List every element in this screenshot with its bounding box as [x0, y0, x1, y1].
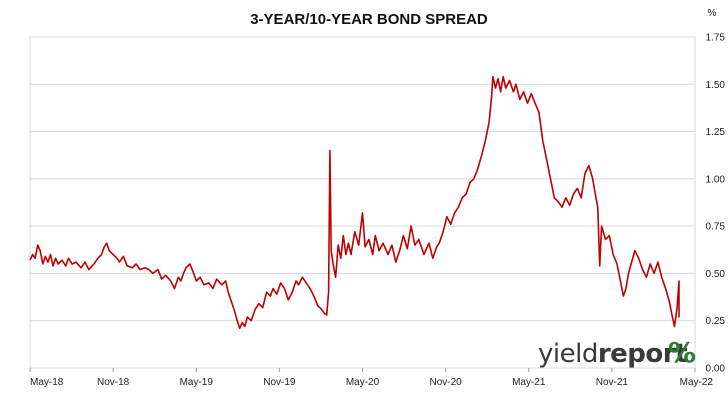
y-tick-label: 0.00: [706, 364, 726, 375]
y-tick-label: 1.75: [706, 33, 726, 44]
x-tick-label: Nov-20: [430, 377, 463, 388]
y-tick-label: 0.75: [706, 222, 726, 233]
x-tick-label: Nov-19: [263, 377, 296, 388]
x-tick-label: Nov-21: [596, 377, 629, 388]
x-axis-ticks: May-18 Nov-18 May-19 Nov-19 May-20 Nov-20 May-…: [29, 368, 714, 388]
plot-area-border: [29, 36, 696, 369]
y-tick-label: 1.25: [706, 127, 726, 138]
y-tick-label: 1.00: [706, 174, 726, 185]
chart-title: 3-YEAR/10-YEAR BOND SPREAD: [250, 11, 488, 28]
yieldreport-logo: yieldreport %: [538, 336, 696, 369]
logo-percent-icon: %: [668, 336, 696, 369]
y-tick-label: 0.50: [706, 269, 726, 280]
y-axis-unit: %: [708, 8, 717, 19]
x-tick-label: Nov-18: [97, 377, 130, 388]
x-tick-label: May-22: [680, 377, 714, 388]
y-axis-ticks: 0.00 0.25 0.50 0.75 1.00 1.25 1.50 1.75: [706, 33, 726, 375]
logo-text-report: report: [598, 339, 687, 369]
gridlines: [29, 36, 696, 369]
logo-text-yield: yield: [538, 339, 598, 369]
x-tick-label: May-20: [346, 377, 380, 388]
svg-text:yieldreport: yieldreport: [538, 339, 687, 369]
x-tick-label: May-19: [180, 377, 214, 388]
x-tick-label: May-18: [30, 377, 64, 388]
y-tick-label: 0.25: [706, 316, 726, 327]
y-tick-label: 1.50: [706, 80, 726, 91]
spread-series-line: [29, 75, 680, 330]
x-tick-label: May-21: [512, 377, 546, 388]
